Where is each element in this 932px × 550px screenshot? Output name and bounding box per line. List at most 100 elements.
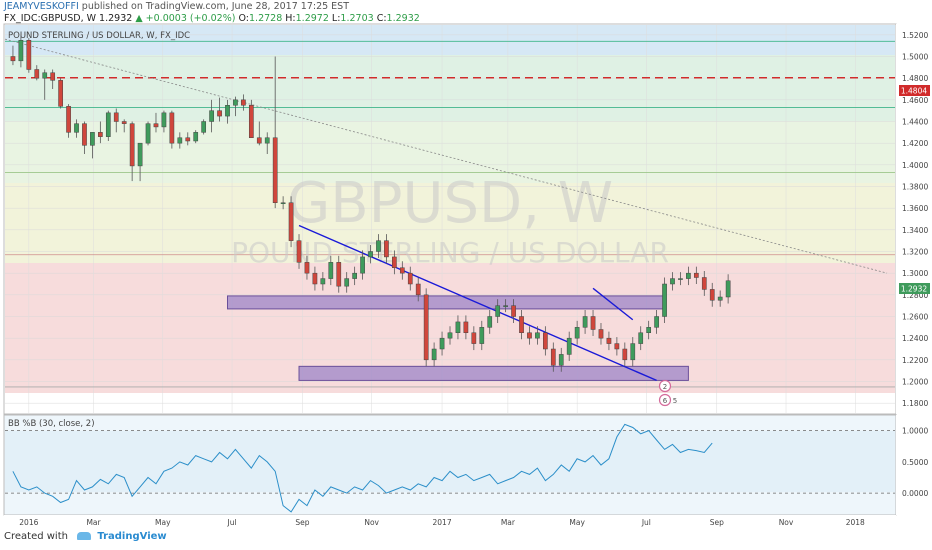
candle-body — [129, 123, 135, 167]
candle-body — [550, 348, 556, 366]
candle-body — [543, 332, 548, 350]
candle-body — [352, 272, 357, 279]
indicator-axis[interactable] — [896, 415, 932, 515]
candle-body — [312, 272, 318, 285]
time-tick-label: 2016 — [19, 518, 38, 527]
time-tick-label: Sep — [295, 518, 309, 527]
candle-body — [58, 80, 63, 107]
candle-body — [670, 278, 675, 285]
candle-body — [431, 348, 437, 361]
price-tick-label: 1.2000 — [902, 378, 928, 387]
change-value: +0.0003 (+0.02%) — [145, 13, 236, 24]
candle-body — [145, 123, 151, 144]
candle-body — [709, 289, 715, 301]
candle-body — [264, 137, 270, 144]
candle-body — [392, 256, 397, 268]
time-axis[interactable] — [4, 515, 896, 529]
candle-body — [368, 251, 373, 258]
level-badge-text: 1.4804 — [901, 87, 927, 96]
candle-body — [535, 332, 540, 339]
candle-body — [455, 321, 461, 333]
footer: Created with TradingView — [4, 531, 167, 542]
candle-body — [566, 337, 572, 355]
price-tick-label: 1.4000 — [902, 161, 928, 170]
candle-body — [177, 137, 183, 144]
event-marker-circle[interactable] — [658, 379, 672, 393]
indicator-tick-label: 0.0000 — [902, 489, 928, 498]
candle-body — [42, 72, 48, 79]
candle-body — [241, 99, 246, 106]
change-arrow-icon: ▲ — [135, 13, 143, 24]
candle-body — [193, 132, 199, 142]
candle-body — [662, 283, 667, 317]
brand-name[interactable]: TradingView — [97, 531, 167, 542]
candle-body — [686, 272, 691, 279]
event-marker-circle[interactable] — [658, 393, 672, 407]
horizontal-levels — [5, 40, 895, 388]
candle-body — [280, 202, 286, 204]
high-label: H: — [285, 13, 296, 24]
candle-body — [399, 267, 405, 274]
candle-body — [137, 142, 143, 167]
indicator-label: BB %B (30, close, 2) — [8, 419, 95, 429]
candle-body — [50, 72, 56, 81]
watermark-main: GBPUSD, W — [287, 171, 613, 236]
candles — [10, 34, 731, 372]
close-label: C: — [376, 13, 387, 24]
candle-body — [638, 332, 644, 344]
price-tick-label: 1.4600 — [902, 96, 928, 105]
indicator-axis-labels: 1.0000 0.5000 0.0000 — [902, 427, 928, 499]
created-with-text: Created with — [4, 531, 68, 542]
candle-body — [582, 316, 588, 328]
price-tick-label: 1.3800 — [902, 183, 928, 192]
candle-body — [98, 132, 103, 137]
candle-body — [105, 112, 111, 137]
candle-body — [272, 137, 278, 203]
price-tick-label: 1.2800 — [902, 291, 928, 300]
close-value: 1.2932 — [386, 13, 420, 24]
candle-body — [630, 343, 636, 361]
candle-body — [201, 121, 207, 133]
zones — [227, 295, 689, 381]
candle-body — [717, 296, 723, 301]
low-value: 1.2703 — [340, 13, 374, 24]
band-green — [5, 55, 895, 121]
event-markers[interactable]: 2 6 5 — [658, 379, 678, 407]
candle-body — [527, 332, 532, 339]
event-marker-2: 6 — [663, 397, 668, 405]
low-label: L: — [331, 13, 341, 24]
time-tick-label: May — [569, 518, 585, 527]
candle-body — [487, 316, 493, 328]
price-tick-label: 1.5000 — [902, 53, 928, 62]
price-tick-label: 1.5200 — [902, 31, 928, 40]
trendlines — [4, 38, 888, 382]
candle-body — [558, 354, 564, 366]
zone-rect — [298, 365, 689, 381]
candle-body — [233, 99, 238, 106]
candle-body — [26, 40, 32, 70]
event-marker-1: 2 — [663, 383, 667, 391]
author-link[interactable]: JEAMYVESKOFFI — [4, 1, 79, 12]
candle-body — [376, 240, 381, 252]
open-label: O: — [238, 13, 249, 24]
time-tick-label: Nov — [779, 518, 794, 527]
candle-body — [10, 56, 16, 62]
candle-body — [248, 105, 254, 138]
price-tick-label: 1.3200 — [902, 248, 928, 257]
candle-body — [479, 327, 485, 344]
candle-body — [614, 343, 620, 350]
candle-body — [415, 283, 421, 296]
candle-body — [384, 240, 389, 258]
last-price: 1.2932 — [99, 13, 133, 24]
band-yellow — [5, 183, 895, 263]
time-tick-label: Sep — [710, 518, 724, 527]
price-tick-label: 1.2600 — [902, 313, 928, 322]
price-tick-label: 1.3000 — [902, 269, 928, 278]
watermark-sub: POUND STERLING / US DOLLAR — [231, 236, 669, 269]
candle-body — [256, 137, 262, 144]
time-tick-label: Jul — [641, 518, 651, 527]
candle-body — [622, 348, 628, 361]
price-tick-label: 1.1800 — [902, 399, 928, 408]
trendline — [298, 224, 657, 382]
